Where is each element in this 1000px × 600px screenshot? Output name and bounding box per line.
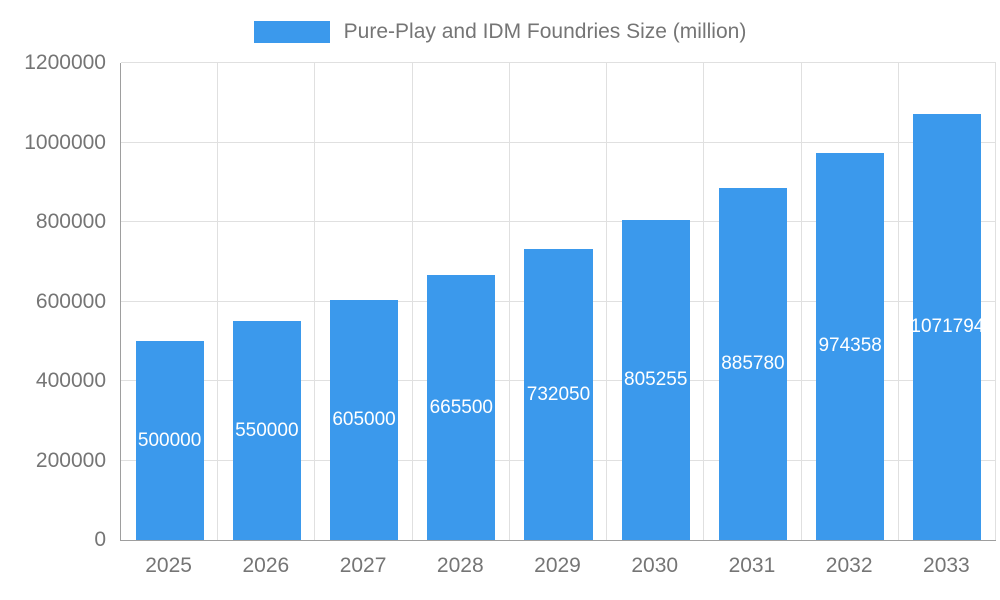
h-gridline: [121, 62, 996, 63]
x-axis-tick-label: 2029: [534, 554, 581, 577]
v-gridline: [412, 63, 413, 540]
y-axis-tick-label: 400000: [35, 369, 106, 392]
v-gridline: [995, 63, 996, 540]
bar-2025: 500000: [135, 341, 204, 540]
v-gridline: [217, 63, 218, 540]
v-gridline: [801, 63, 802, 540]
x-axis-tick-label: 2033: [923, 554, 970, 577]
bar-value-label: 1071794: [913, 315, 982, 337]
y-axis-tick-label: 200000: [35, 448, 106, 472]
bar-2029: 732050: [524, 249, 593, 540]
bar-value-label: 974358: [818, 335, 882, 357]
y-axis-tick-label: 600000: [35, 289, 106, 313]
plot-area: 500000 550000 605000 665500 732050 805255 8857…: [120, 62, 996, 541]
bar-2027: 605000: [330, 299, 399, 540]
bar-value-label: 605000: [332, 408, 396, 430]
bar-value-label: 885780: [721, 352, 785, 374]
v-gridline: [703, 63, 704, 540]
y-axis-tick-label: 1000000: [24, 130, 106, 154]
chart-legend[interactable]: Pure-Play and IDM Foundries Size (millio…: [0, 18, 1000, 46]
bar-2028: 665500: [427, 275, 496, 540]
y-axis-tick-label: 800000: [35, 210, 106, 233]
legend-swatch-icon: [253, 21, 330, 43]
bar-value-label: 732050: [526, 383, 591, 405]
x-axis-tick-label: 2026: [242, 554, 290, 577]
v-gridline: [509, 63, 510, 540]
y-axis-tick-label: 1200000: [24, 51, 106, 74]
x-axis-tick-label: 2031: [728, 554, 776, 577]
legend-label: Pure-Play and IDM Foundries Size (millio…: [343, 20, 747, 43]
x-axis-tick-label: 2025: [145, 554, 192, 577]
h-gridline: [121, 221, 996, 222]
bar-2026: 550000: [232, 321, 301, 540]
bar-2032: 974358: [816, 152, 885, 540]
v-gridline: [606, 63, 607, 540]
bar-value-label: 805255: [624, 368, 688, 390]
v-gridline: [314, 63, 315, 540]
bar-2031: 885780: [718, 187, 787, 540]
bar-value-label: 665500: [429, 396, 493, 418]
x-axis-tick-label: 2032: [825, 554, 873, 577]
h-gridline: [121, 141, 996, 143]
x-axis-tick-label: 2028: [436, 554, 484, 577]
x-axis-tick-label: 2027: [339, 554, 387, 577]
v-gridline: [898, 63, 899, 540]
bar-2030: 805255: [621, 219, 690, 540]
bar-value-label: 550000: [235, 419, 299, 441]
bar-value-label: 500000: [137, 429, 202, 451]
x-axis-tick-label: 2030: [631, 554, 679, 577]
y-axis-tick-label: 0: [94, 528, 106, 551]
bar-2033: 1071794: [913, 113, 982, 540]
